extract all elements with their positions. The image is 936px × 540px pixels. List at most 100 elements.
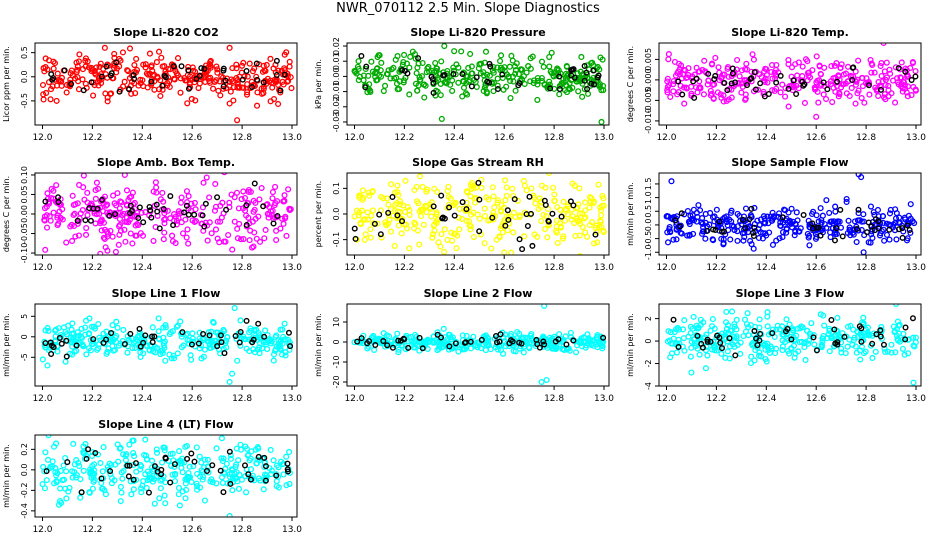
data-point <box>860 211 867 218</box>
data-point <box>717 91 724 98</box>
data-point <box>383 70 390 78</box>
data-point <box>807 333 814 340</box>
overlay-point <box>384 342 391 349</box>
data-point <box>233 61 240 68</box>
overlay-point <box>121 341 128 348</box>
data-point <box>46 213 53 220</box>
x-tick-label: 12.6 <box>806 394 826 404</box>
data-point <box>907 201 914 208</box>
x-tick-label: 12.8 <box>232 394 252 404</box>
overlay-point <box>849 64 856 71</box>
data-point <box>41 68 48 75</box>
data-point <box>112 334 119 341</box>
overlay-point <box>42 198 49 205</box>
data-point <box>429 234 436 241</box>
data-point <box>262 327 269 334</box>
data-point <box>571 182 578 189</box>
x-tick-label: 12.2 <box>82 263 102 273</box>
overlay-point <box>195 340 202 347</box>
overlay-point <box>50 75 57 82</box>
data-point <box>538 75 545 82</box>
data-point <box>536 195 543 202</box>
data-point <box>185 240 192 247</box>
data-point <box>808 320 815 327</box>
x-tick-label: 12.6 <box>182 525 202 535</box>
data-point <box>451 230 458 237</box>
overlay-point <box>672 217 679 224</box>
data-point <box>248 244 256 251</box>
data-point <box>801 344 808 351</box>
data-point <box>96 63 103 70</box>
data-point <box>422 202 429 210</box>
y-tick-label: -0.5 <box>644 231 653 247</box>
data-point <box>414 87 421 94</box>
data-point <box>779 81 786 88</box>
overlay-point <box>270 220 277 227</box>
data-point <box>181 459 188 466</box>
x-tick-label: 13.0 <box>282 133 302 143</box>
data-point <box>155 315 162 322</box>
data-point <box>217 92 224 99</box>
overlay-point <box>468 83 475 90</box>
plot-frame <box>346 303 610 387</box>
data-point <box>901 351 908 358</box>
data-point <box>742 205 750 212</box>
data-point <box>459 93 466 100</box>
data-point <box>593 222 600 229</box>
data-point <box>89 449 96 456</box>
data-point <box>726 216 733 223</box>
data-point <box>510 209 517 216</box>
data-point <box>356 209 363 216</box>
data-point <box>723 216 730 223</box>
plot-frame <box>658 172 922 256</box>
data-point-outlier <box>538 378 545 386</box>
data-point <box>859 83 866 90</box>
overlay-point <box>88 79 95 86</box>
data-point <box>140 83 147 90</box>
plot-frame <box>346 172 610 256</box>
data-point <box>355 212 362 219</box>
overlay-point <box>446 343 453 350</box>
overlay-point <box>567 198 574 205</box>
data-point <box>406 211 413 219</box>
overlay-point <box>810 334 817 341</box>
data-point <box>667 329 674 336</box>
overlay-point <box>757 80 764 87</box>
data-point <box>196 329 203 336</box>
data-point <box>55 501 62 508</box>
data-point <box>255 475 263 482</box>
data-point <box>855 87 862 94</box>
data-point <box>577 252 583 255</box>
plot-frame <box>34 172 298 256</box>
data-point <box>412 55 419 62</box>
data-point <box>437 92 444 99</box>
overlay-point <box>865 219 872 226</box>
data-point <box>214 218 221 225</box>
data-point <box>584 339 592 346</box>
overlay-point <box>154 208 161 215</box>
data-point <box>210 85 217 92</box>
data-point <box>883 231 891 238</box>
data-point <box>74 66 81 73</box>
data-point <box>134 333 142 340</box>
data-point <box>745 324 752 331</box>
data-point <box>722 354 729 361</box>
data-point <box>720 236 727 243</box>
data-point <box>848 73 855 80</box>
data-point <box>865 78 872 85</box>
overlay-point <box>153 201 160 208</box>
overlay-point <box>130 72 137 79</box>
data-point <box>833 60 840 67</box>
overlay-point <box>788 336 795 343</box>
data-point <box>882 96 889 103</box>
data-point <box>117 498 124 505</box>
overlay-point <box>179 329 186 336</box>
data-point <box>861 99 868 106</box>
overlay-point <box>858 338 865 345</box>
data-point <box>117 483 124 490</box>
data-point <box>751 357 758 364</box>
data-point <box>855 57 862 64</box>
overlay-point <box>675 78 682 85</box>
data-point <box>852 100 859 107</box>
data-point <box>772 350 779 357</box>
